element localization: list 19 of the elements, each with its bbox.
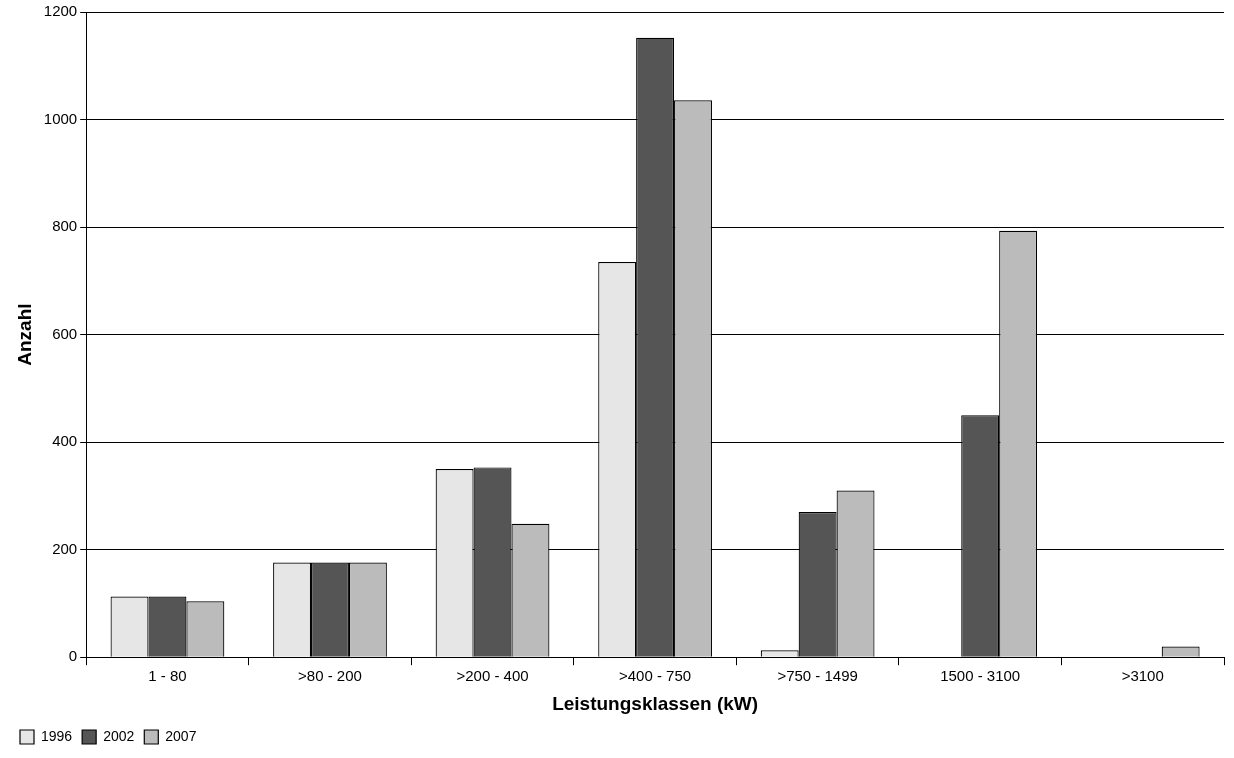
x-tick-label: >400 - 750 (619, 667, 692, 685)
y-tick-label: 0 (68, 647, 78, 665)
x-axis-title: Leistungsklassen (kW) (552, 692, 759, 714)
y-axis-title: Anzahl (13, 303, 35, 366)
y-tick-label: 200 (52, 539, 78, 557)
y-tick-label: 1200 (43, 2, 78, 20)
x-tick-label: >750 - 1499 (777, 667, 858, 685)
legend-label: 2002 (103, 727, 135, 744)
y-tick-label: 1000 (43, 109, 78, 127)
legend-label: 1996 (41, 727, 73, 744)
x-tick-label: >3100 (1121, 667, 1164, 685)
x-tick-label: 1 - 80 (148, 667, 187, 685)
y-tick-label: 400 (52, 432, 78, 450)
x-tick-label: 1500 - 3100 (940, 667, 1021, 685)
x-tick-label: >80 - 200 (298, 667, 362, 685)
y-tick-label: 800 (52, 217, 78, 235)
x-tick-label: >200 - 400 (456, 667, 529, 685)
y-tick-label: 600 (52, 324, 78, 342)
legend-label: 2007 (165, 727, 197, 744)
